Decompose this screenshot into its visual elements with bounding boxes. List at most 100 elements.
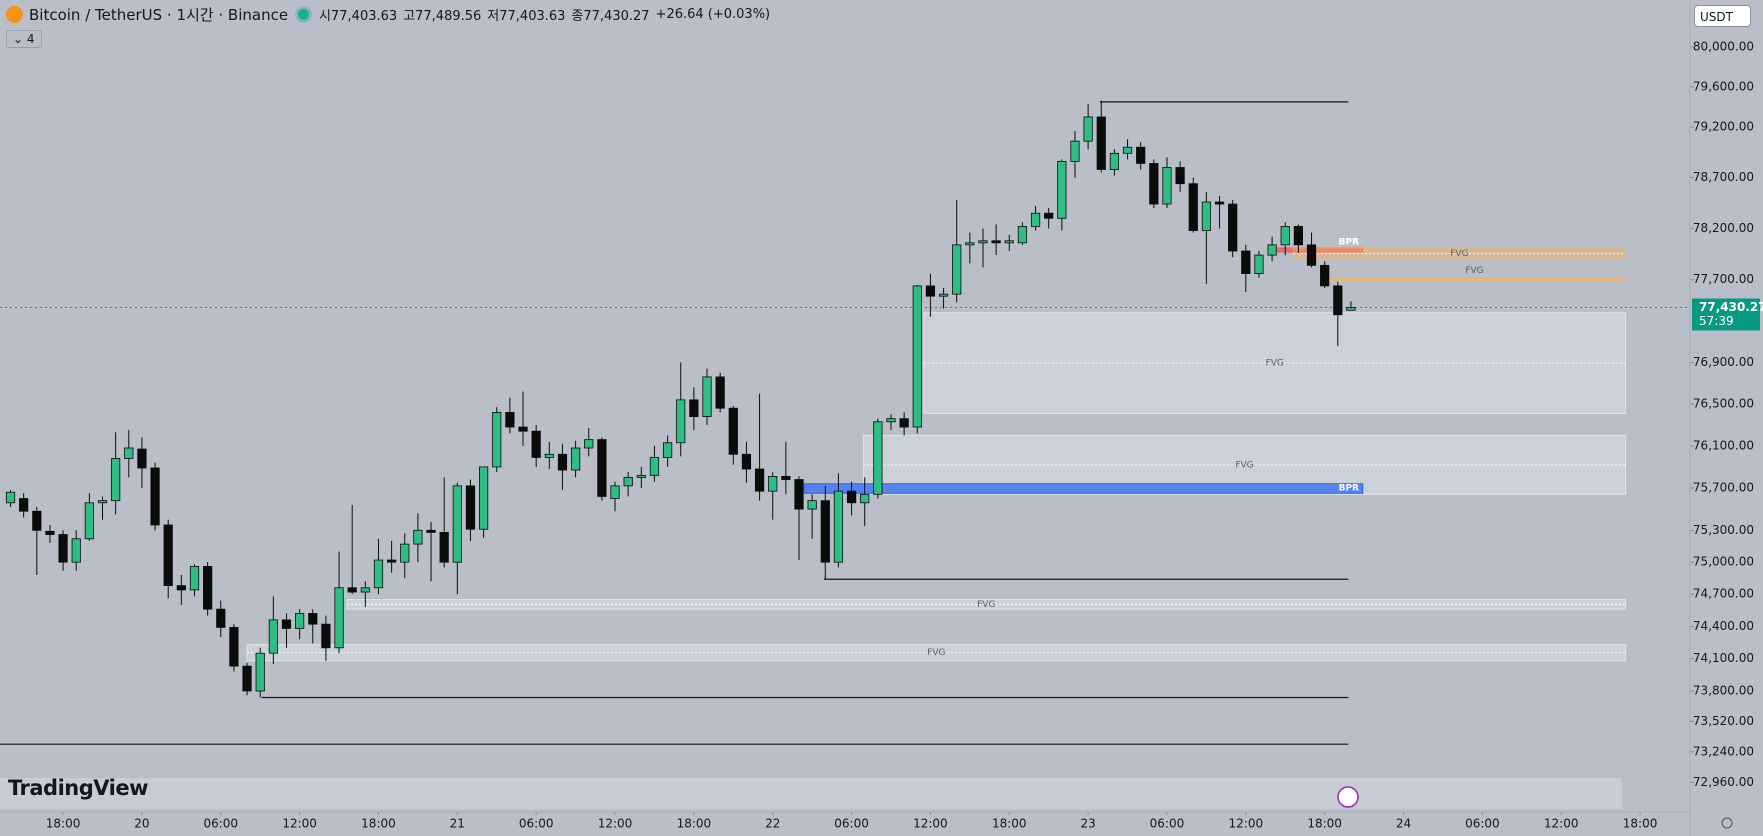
candle-body bbox=[1214, 201, 1225, 205]
candle-body bbox=[820, 500, 830, 563]
indicator-count: 4 bbox=[26, 32, 35, 46]
x-tick-label: 18:00 bbox=[992, 817, 1027, 831]
candle-body bbox=[938, 293, 949, 297]
candle-body bbox=[400, 543, 410, 563]
x-tick-label: 06:00 bbox=[1465, 817, 1500, 831]
candle-body bbox=[1201, 201, 1211, 231]
y-tick-label: 79,200.00 bbox=[1693, 120, 1754, 134]
change: +26.64 (+0.03%) bbox=[655, 7, 771, 22]
candle-body bbox=[965, 242, 975, 246]
candle-body bbox=[952, 244, 962, 295]
candle-body bbox=[912, 285, 922, 428]
candle-body bbox=[413, 529, 423, 545]
candle-body bbox=[1280, 226, 1290, 246]
candle-body bbox=[741, 453, 752, 470]
candle-body bbox=[925, 285, 936, 297]
last-price-box bbox=[1692, 298, 1760, 331]
zone-label: FVG bbox=[1235, 460, 1253, 470]
candle-body bbox=[1188, 183, 1198, 231]
candle-body bbox=[715, 376, 725, 409]
low-value: 저77,403.63 bbox=[487, 9, 566, 24]
y-tick-label: 79,600.00 bbox=[1693, 79, 1754, 93]
y-tick-label: 74,700.00 bbox=[1693, 587, 1754, 601]
candle-body bbox=[610, 485, 620, 499]
candle-body bbox=[137, 448, 147, 469]
candle-body bbox=[768, 475, 778, 492]
zone bbox=[803, 483, 1364, 494]
x-tick-label: 12:00 bbox=[913, 817, 948, 831]
x-tick-label: 06:00 bbox=[203, 817, 238, 831]
last-price-label: 77,430.27 bbox=[1699, 300, 1763, 314]
candle-body bbox=[45, 530, 55, 535]
y-tick-label: 74,400.00 bbox=[1693, 619, 1754, 633]
x-tick-label: 12:00 bbox=[598, 817, 633, 831]
y-tick-label: 78,700.00 bbox=[1693, 170, 1754, 184]
candle-body bbox=[176, 585, 186, 591]
candle-body bbox=[439, 532, 449, 563]
candle-body bbox=[991, 240, 1001, 244]
y-tick-label: 76,500.00 bbox=[1693, 397, 1754, 411]
candle-body bbox=[1030, 212, 1041, 227]
candle-body bbox=[216, 608, 226, 628]
candle-body bbox=[1083, 116, 1093, 142]
x-tick-label: 22 bbox=[765, 817, 780, 831]
x-tick-label: 24 bbox=[1396, 817, 1411, 831]
candle-body bbox=[452, 485, 462, 563]
y-tick-label: 76,100.00 bbox=[1693, 438, 1754, 452]
x-tick-label: 18:00 bbox=[1307, 817, 1342, 831]
y-tick-label: 72,960.00 bbox=[1693, 775, 1754, 789]
x-tick-label: 18:00 bbox=[677, 817, 712, 831]
candle-body bbox=[860, 493, 870, 504]
x-tick-label: 12:00 bbox=[1544, 817, 1579, 831]
x-tick-label: 06:00 bbox=[834, 817, 869, 831]
x-tick-label: 06:00 bbox=[519, 817, 554, 831]
candle-body bbox=[794, 479, 804, 510]
candle-body bbox=[1254, 254, 1264, 274]
candle-body bbox=[255, 652, 265, 692]
candle-body bbox=[295, 613, 305, 629]
candle-body bbox=[321, 623, 331, 649]
candle-body bbox=[19, 498, 29, 512]
alert-icon[interactable] bbox=[1337, 786, 1359, 808]
currency-button[interactable]: USDT bbox=[1694, 5, 1751, 27]
candle-body bbox=[492, 411, 502, 468]
indicator-toggle[interactable]: ⌄ 4 bbox=[6, 30, 42, 48]
candle-body bbox=[702, 376, 712, 417]
x-tick-label: 18:00 bbox=[46, 817, 81, 831]
legend: Bitcoin / TetherUS · 1시간 · Binance 시77,4… bbox=[6, 4, 770, 25]
x-tick-label: 12:00 bbox=[1229, 817, 1264, 831]
zone-label: BPR bbox=[1339, 483, 1359, 493]
y-tick-label: 75,300.00 bbox=[1693, 523, 1754, 537]
candle-body bbox=[242, 665, 252, 692]
y-tick-label: 74,100.00 bbox=[1693, 651, 1754, 665]
y-tick-label: 77,700.00 bbox=[1693, 272, 1754, 286]
x-tick-label: 21 bbox=[450, 817, 465, 831]
x-tick-label: 23 bbox=[1080, 817, 1095, 831]
candle-body bbox=[1096, 116, 1106, 170]
y-tick-label: 76,900.00 bbox=[1693, 355, 1754, 369]
candle-body bbox=[1267, 244, 1277, 256]
symbol-icon bbox=[6, 6, 23, 23]
candle-body bbox=[1228, 203, 1238, 252]
candle-body bbox=[505, 411, 515, 428]
candle-body bbox=[570, 447, 581, 471]
logo-text: TradingView bbox=[8, 776, 148, 800]
candle-body bbox=[124, 447, 134, 459]
candle-body bbox=[334, 587, 344, 649]
high-value: 고77,489.56 bbox=[403, 9, 482, 24]
candle-body bbox=[1346, 307, 1356, 311]
candle-body bbox=[1175, 167, 1185, 185]
zone-label: FVG bbox=[1450, 249, 1468, 259]
candle-body bbox=[1333, 285, 1343, 316]
settings-icon[interactable] bbox=[1721, 817, 1733, 829]
candle-body bbox=[886, 418, 896, 423]
candle-body bbox=[518, 426, 528, 432]
candle-body bbox=[150, 467, 160, 526]
candle-body bbox=[426, 529, 436, 533]
candle-body bbox=[807, 500, 817, 510]
candle-body bbox=[84, 502, 94, 540]
candle-body bbox=[58, 534, 68, 563]
candle-body bbox=[479, 466, 489, 530]
volume-pane bbox=[0, 778, 1622, 809]
